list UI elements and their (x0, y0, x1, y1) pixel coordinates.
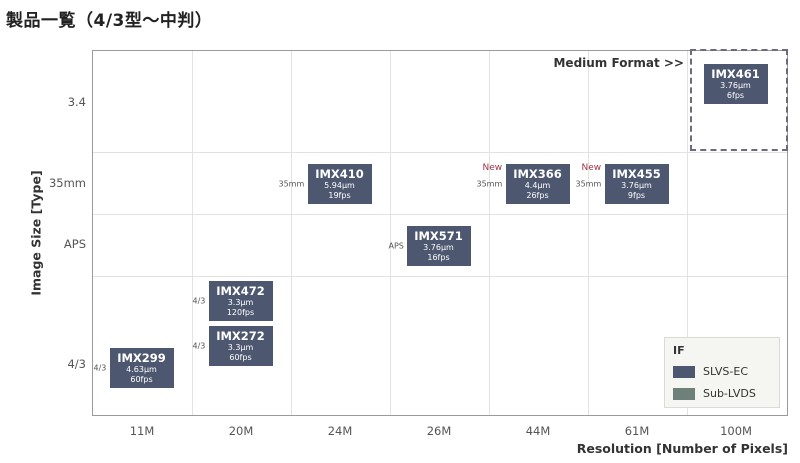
sensor-box-imx461: IMX461 3.76μm 6fps (703, 64, 768, 104)
sensor-pixel-size: 5.94μm (324, 181, 355, 190)
grid-line (588, 51, 589, 415)
sensor-frame-rate: 19fps (328, 191, 351, 200)
sensor-name: IMX272 (216, 329, 265, 343)
new-badge: New (581, 163, 602, 173)
sensor-name: IMX410 (315, 167, 364, 181)
sensor-name: IMX571 (414, 229, 463, 243)
grid-line (192, 51, 193, 415)
sensor-pixel-size: 3.76μm (621, 181, 652, 190)
sensor-format-label: 35mm (476, 179, 503, 189)
sensor-frame-rate: 26fps (526, 191, 549, 200)
sensor-pixel-size: 3.76μm (423, 243, 454, 252)
sensor-box-imx455: IMX455 3.76μm 9fps (604, 164, 669, 204)
medium-format-region (690, 49, 788, 151)
y-tick-label: 35mm (48, 176, 86, 190)
grid-line (687, 51, 688, 415)
grid-line (93, 276, 787, 277)
sensor-box-imx472: IMX472 3.3μm 120fps (208, 281, 273, 321)
sensor-box-imx366: IMX366 4.4μm 26fps (505, 164, 570, 204)
y-tick-label: 4/3 (67, 357, 86, 371)
sensor-frame-rate: 9fps (627, 191, 646, 200)
sensor-frame-rate: 16fps (427, 253, 450, 262)
sensor-format-label: APS (388, 241, 404, 251)
sensor-name: IMX461 (711, 67, 760, 81)
sensor-pixel-size: 3.3μm (227, 343, 254, 352)
y-tick-label: 3.4 (67, 95, 86, 109)
legend-swatch-sub-lvds (673, 388, 695, 400)
sensor-box-imx299: IMX299 4.63μm 60fps (109, 348, 174, 388)
sensor-frame-rate: 60fps (130, 375, 153, 384)
y-tick-label: APS (63, 237, 86, 251)
sensor-pixel-size: 3.76μm (720, 81, 751, 90)
grid-line (291, 51, 292, 415)
sensor-name: IMX455 (612, 167, 661, 181)
sensor-name: IMX299 (117, 351, 166, 365)
sensor-frame-rate: 6fps (726, 91, 745, 100)
sensor-frame-rate: 60fps (229, 353, 252, 362)
sensor-format-label: 4/3 (93, 363, 107, 373)
x-tick-label: 44M (525, 424, 551, 438)
grid-line (390, 51, 391, 415)
x-tick-label: 61M (624, 424, 650, 438)
legend-swatch-slvs-ec (673, 366, 695, 378)
x-tick-label: 24M (327, 424, 353, 438)
page-title: 製品一覧（4/3型～中判） (6, 11, 213, 31)
sensor-format-label: 4/3 (192, 341, 206, 351)
x-tick-label: 20M (228, 424, 254, 438)
x-axis-label: Resolution [Number of Pixels] (576, 441, 788, 456)
grid-line (489, 51, 490, 415)
sensor-frame-rate: 120fps (226, 308, 255, 317)
grid-line (93, 152, 787, 153)
sensor-format-label: 35mm (575, 179, 602, 189)
legend-title: IF (673, 344, 685, 357)
new-badge: New (482, 163, 503, 173)
medium-format-label: Medium Format >> (553, 56, 684, 70)
x-tick-label: 11M (129, 424, 155, 438)
sensor-format-label: 35mm (278, 179, 305, 189)
sensor-pixel-size: 4.63μm (126, 365, 157, 374)
x-tick-label: 26M (426, 424, 452, 438)
sensor-box-imx410: IMX410 5.94μm 19fps (307, 164, 372, 204)
y-axis-label: Image Size [Type] (28, 170, 44, 296)
sensor-pixel-size: 4.4μm (524, 181, 551, 190)
sensor-pixel-size: 3.3μm (227, 298, 254, 307)
sensor-format-label: 4/3 (192, 296, 206, 306)
legend-label: Sub-LVDS (703, 387, 756, 400)
legend: IF SLVS-EC Sub-LVDS (664, 337, 780, 408)
grid-line (93, 214, 787, 215)
x-tick-label: 100M (720, 424, 752, 438)
sensor-name: IMX472 (216, 284, 265, 298)
sensor-box-imx272: IMX272 3.3μm 60fps (208, 326, 273, 366)
sensor-box-imx571: IMX571 3.76μm 16fps (406, 226, 471, 266)
sensor-name: IMX366 (513, 167, 562, 181)
legend-label: SLVS-EC (703, 365, 749, 378)
